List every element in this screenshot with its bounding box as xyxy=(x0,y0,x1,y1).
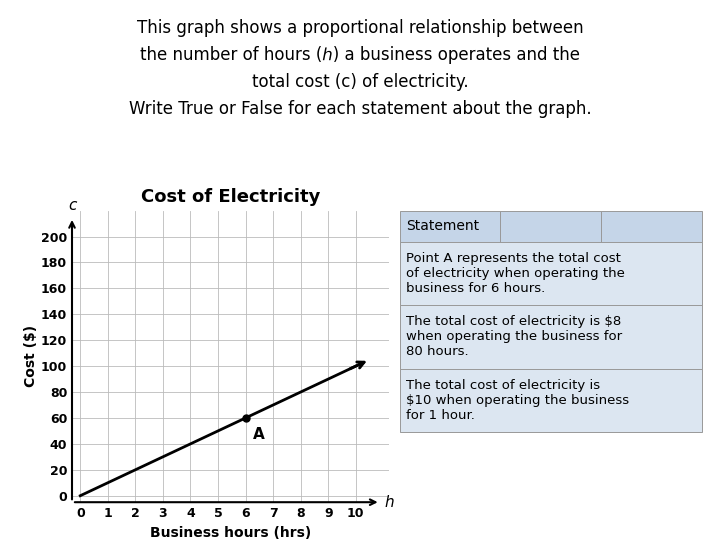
Text: Write True or False for each statement about the graph.: Write True or False for each statement a… xyxy=(129,100,591,118)
Bar xyxy=(400,241,702,305)
Text: The total cost of electricity is
$10 when operating the business
for 1 hour.: The total cost of electricity is $10 whe… xyxy=(405,379,629,422)
Text: Statement: Statement xyxy=(405,219,479,233)
Text: total cost (c) of electricity.: total cost (c) of electricity. xyxy=(252,73,468,91)
Y-axis label: Cost ($): Cost ($) xyxy=(24,325,38,388)
Bar xyxy=(400,368,702,432)
Text: c: c xyxy=(68,198,76,213)
Bar xyxy=(601,211,702,241)
X-axis label: Business hours (hrs): Business hours (hrs) xyxy=(150,525,311,539)
Bar xyxy=(500,211,601,241)
Title: Cost of Electricity: Cost of Electricity xyxy=(140,188,320,206)
Text: Point A represents the total cost
of electricity when operating the
business for: Point A represents the total cost of ele… xyxy=(405,252,624,295)
Text: h: h xyxy=(384,495,395,510)
Text: the number of hours (ℎ) a business operates and the: the number of hours (ℎ) a business opera… xyxy=(140,46,580,64)
Text: A: A xyxy=(253,427,264,442)
Bar xyxy=(400,211,500,241)
Text: The total cost of electricity is $8
when operating the business for
80 hours.: The total cost of electricity is $8 when… xyxy=(405,315,622,359)
Text: This graph shows a proportional relationship between: This graph shows a proportional relation… xyxy=(137,19,583,37)
Bar xyxy=(400,305,702,368)
